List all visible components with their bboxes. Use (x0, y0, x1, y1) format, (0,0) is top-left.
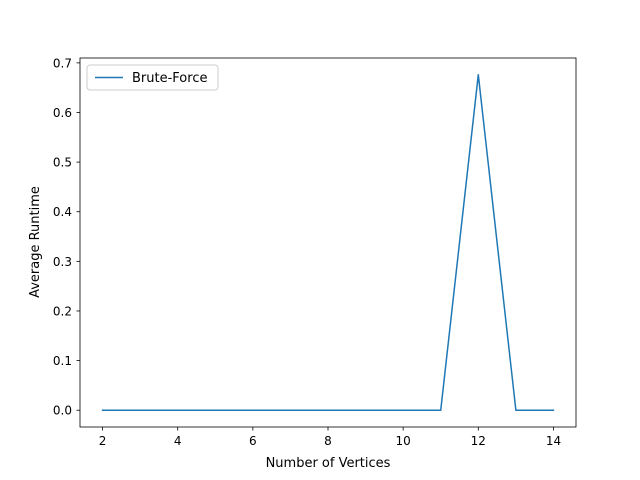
axes-ticks: 2 4 6 8 10 12 14 0.0 0.1 0.2 0.3 0.4 0.5 0.6 0.7 (53, 56, 561, 448)
y-tick-label: 0.4 (53, 205, 72, 219)
x-tick-label: 10 (396, 434, 411, 448)
y-axis-label: Average Runtime (28, 186, 43, 298)
y-tick-label: 0.0 (53, 404, 72, 418)
y-tick-label: 0.2 (53, 304, 72, 318)
x-tick-label: 2 (99, 434, 107, 448)
x-tick-label: 12 (471, 434, 486, 448)
legend: Brute-Force (86, 64, 219, 91)
x-tick-label: 6 (249, 434, 257, 448)
y-tick-label: 0.7 (53, 56, 72, 70)
legend-label-0: Brute-Force (132, 71, 207, 86)
y-tick-label: 0.1 (53, 354, 72, 368)
series-line-0 (101, 74, 555, 411)
x-tick-label: 4 (174, 434, 182, 448)
y-tick-label: 0.6 (53, 106, 72, 120)
x-tick-label: 8 (324, 434, 332, 448)
x-axis-label: Number of Vertices (266, 456, 391, 471)
y-tick-label: 0.3 (53, 255, 72, 269)
y-tick-label: 0.5 (53, 156, 72, 170)
legend-box (86, 64, 219, 91)
x-tick-label: 14 (546, 434, 561, 448)
